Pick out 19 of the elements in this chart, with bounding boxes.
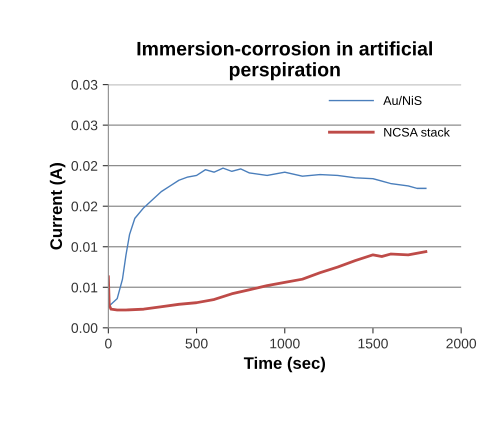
x-tick-label: 500 (186, 338, 208, 348)
y-axis-title: Current (A) (50, 163, 66, 250)
y-tick-label: 0.03 (71, 80, 98, 90)
x-tick-label: 0 (105, 338, 112, 348)
x-axis-title: Time (sec) (244, 356, 326, 372)
y-tick-label: 0.00 (71, 323, 98, 333)
x-tick-label: 1000 (270, 338, 300, 348)
legend-label: Au/NiS (383, 96, 422, 106)
y-tick-label: 0.01 (71, 242, 98, 252)
y-tick-label: 0.02 (71, 202, 98, 212)
line-series (108, 167, 427, 308)
x-tick-label: 1500 (358, 338, 388, 348)
y-tick-label: 0.01 (71, 282, 98, 292)
legend-label: NCSA stack (384, 128, 450, 137)
x-tick-label: 2000 (446, 338, 476, 348)
y-tick-label: 0.02 (71, 161, 98, 171)
y-tick-label: 0.03 (71, 120, 98, 130)
line-series (108, 250, 428, 312)
chart-title: Immersion-corrosion in artificial perspiration (138, 41, 432, 80)
